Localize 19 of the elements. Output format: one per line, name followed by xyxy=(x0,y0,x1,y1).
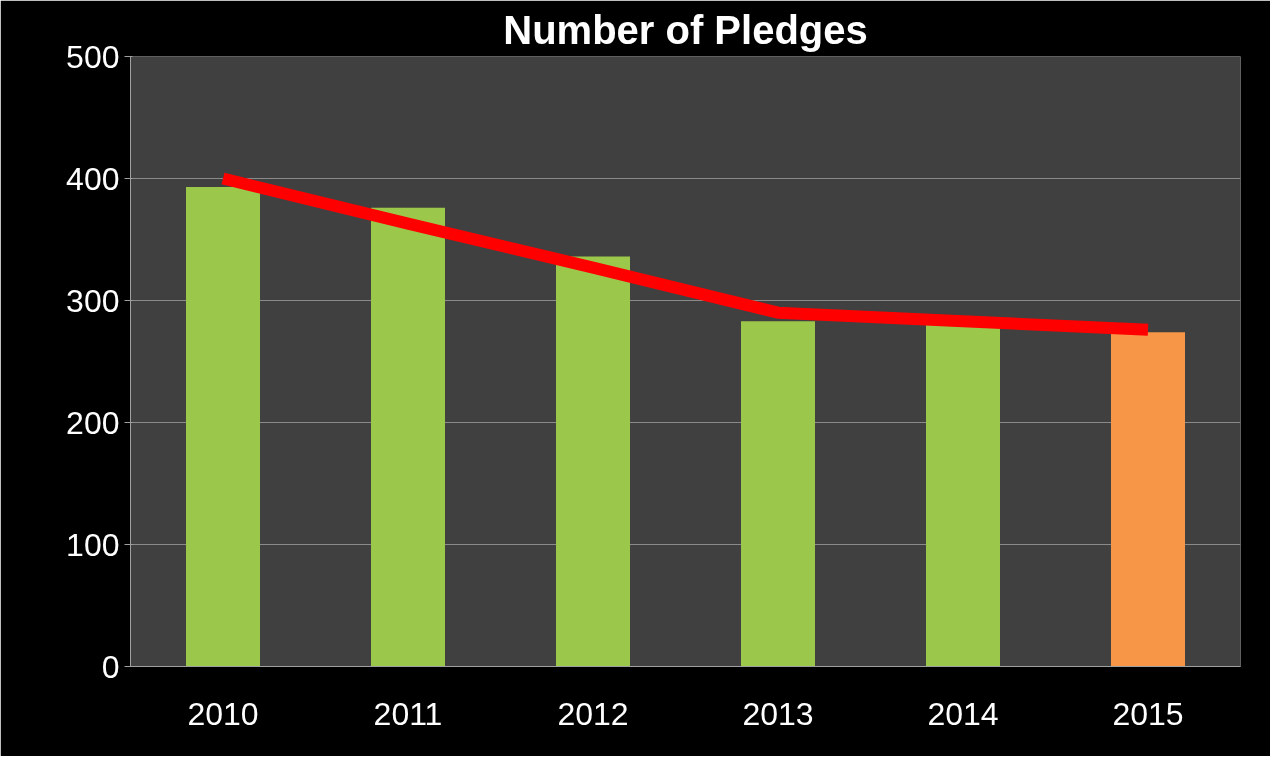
x-tick-label: 2010 xyxy=(187,695,259,732)
x-tick-label: 2012 xyxy=(557,695,629,732)
bar xyxy=(186,187,260,667)
bar xyxy=(926,324,1000,667)
x-tick-label: 2011 xyxy=(373,695,443,732)
y-tick-label: 500 xyxy=(66,38,120,75)
x-tick-label: 2013 xyxy=(742,695,814,732)
bar xyxy=(556,256,630,667)
y-tick-label: 0 xyxy=(101,648,120,685)
bar xyxy=(1111,332,1185,667)
chart-title: Number of Pledges xyxy=(503,7,868,52)
bar xyxy=(371,207,445,667)
y-tick-label: 400 xyxy=(66,160,120,197)
y-tick-label: 200 xyxy=(66,404,120,441)
x-tick-label: 2015 xyxy=(1112,695,1184,732)
bar xyxy=(741,321,815,667)
y-tick-label: 100 xyxy=(66,526,120,563)
x-tick-label: 2014 xyxy=(927,695,999,732)
y-tick-label: 300 xyxy=(66,282,120,319)
